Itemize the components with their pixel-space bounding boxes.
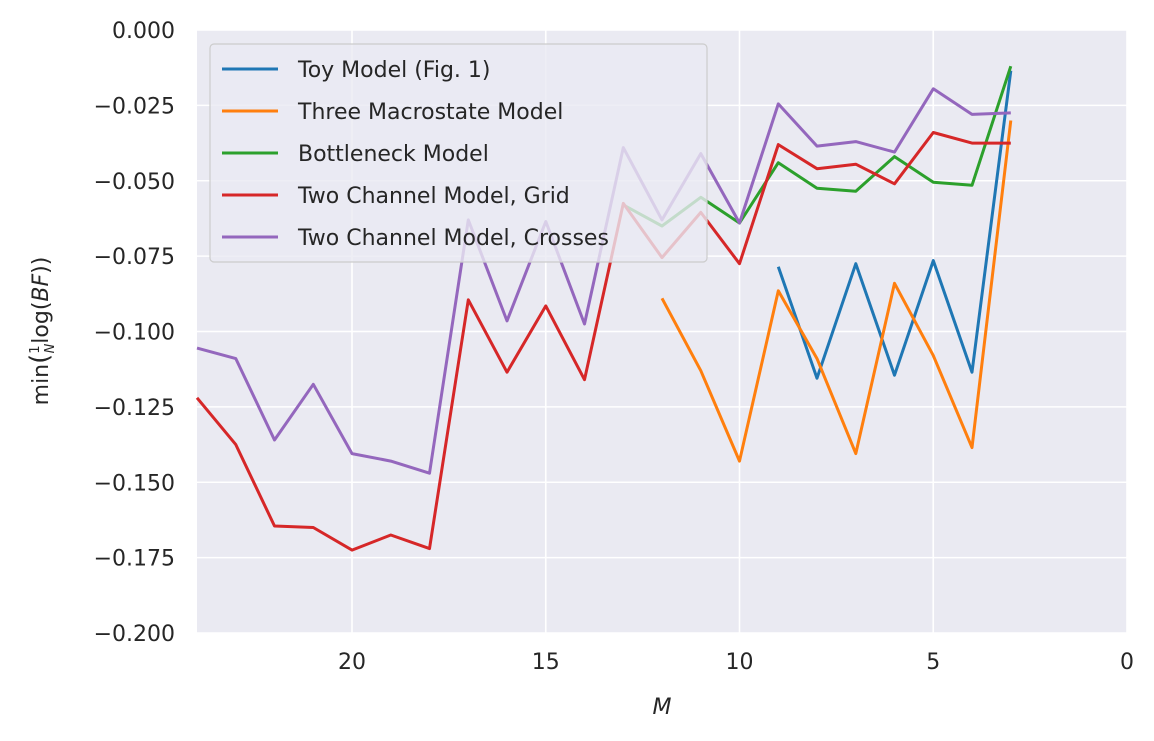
tick-labels: 20 15 10 5 0 0.000 −0.025 −0.050 −0.075 −0.100 −0.… [94,19,1134,675]
legend-entry-0: Toy Model (Fig. 1) [297,58,491,83]
series-line-0 [776,70,1013,380]
series-line-3 [195,131,1011,552]
legend-entry-3: Two Channel Model, Grid [297,184,570,209]
y-axis-label-close: )) [29,257,54,274]
legend: Toy Model (Fig. 1) Three Macrostate Model… [209,43,708,263]
x-tick-label: 0 [1120,650,1134,675]
x-tick-label: 15 [532,650,560,675]
y-tick-label: −0.125 [94,396,175,421]
y-axis-label-frac-num: 1 [28,345,43,353]
y-tick-label: 0.000 [112,19,175,44]
y-axis-label: min(1Nlog(BF)) [25,257,58,406]
y-tick-label: −0.175 [94,547,175,572]
y-tick-label: −0.100 [94,321,175,346]
y-tick-label: −0.050 [94,170,175,195]
x-tick-label: 10 [726,650,754,675]
y-tick-label: −0.150 [94,471,175,496]
x-axis-label: M [653,695,672,720]
y-tick-label: −0.025 [94,94,175,119]
legend-entry-2: Bottleneck Model [298,142,489,167]
x-tick-label: 5 [926,650,940,675]
y-axis-label-min: min [29,364,54,406]
series-line-1 [660,120,1013,463]
legend-entry-1: Three Macrostate Model [297,100,563,125]
y-axis-label-bf: BF [29,273,54,301]
legend-box [209,43,708,263]
y-axis-label-paren: ( [25,354,55,364]
y-axis-label-log: log( [29,302,54,344]
y-axis-label-frac-den: N [43,343,58,353]
y-tick-label: −0.200 [94,622,175,647]
y-tick-label: −0.075 [94,245,175,270]
legend-entry-4: Two Channel Model, Crosses [297,226,609,251]
x-tick-label: 20 [338,650,366,675]
